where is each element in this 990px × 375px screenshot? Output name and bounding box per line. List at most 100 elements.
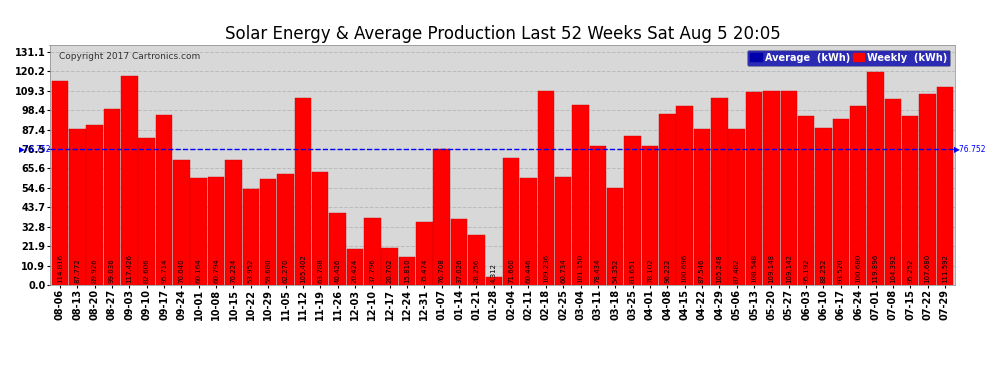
Text: ▶76.752: ▶76.752: [953, 144, 986, 153]
Bar: [590, 146, 606, 285]
Text: 108.548: 108.548: [751, 254, 757, 283]
Text: 109.236: 109.236: [543, 254, 548, 283]
Text: 88.252: 88.252: [821, 259, 827, 283]
Bar: [277, 174, 294, 285]
Bar: [763, 91, 780, 285]
Text: 87.772: 87.772: [74, 259, 80, 283]
Text: 117.426: 117.426: [127, 254, 133, 283]
Bar: [642, 146, 658, 285]
Bar: [833, 119, 849, 285]
Text: 114.816: 114.816: [56, 254, 63, 283]
Bar: [364, 218, 380, 285]
Bar: [711, 98, 728, 285]
Bar: [434, 148, 449, 285]
Bar: [173, 160, 190, 285]
Bar: [538, 91, 554, 285]
Text: 60.164: 60.164: [196, 259, 202, 283]
Text: Copyright 2017 Cartronics.com: Copyright 2017 Cartronics.com: [58, 52, 200, 61]
Bar: [607, 188, 624, 285]
Bar: [885, 99, 901, 285]
Bar: [780, 91, 797, 285]
Text: 82.606: 82.606: [144, 259, 149, 283]
Bar: [503, 158, 520, 285]
Text: 4.312: 4.312: [491, 263, 497, 283]
Text: 105.248: 105.248: [717, 254, 723, 283]
Text: 104.392: 104.392: [890, 254, 896, 283]
Text: 100.680: 100.680: [855, 254, 861, 283]
Text: 87.546: 87.546: [699, 259, 705, 283]
Bar: [416, 222, 433, 285]
Bar: [815, 128, 832, 285]
Legend: Average  (kWh), Weekly  (kWh): Average (kWh), Weekly (kWh): [747, 50, 950, 66]
Bar: [520, 177, 537, 285]
Bar: [225, 160, 242, 285]
Bar: [139, 138, 154, 285]
Bar: [450, 219, 467, 285]
Bar: [346, 249, 363, 285]
Bar: [86, 125, 103, 285]
Text: 109.148: 109.148: [768, 254, 774, 283]
Bar: [625, 136, 641, 285]
Bar: [243, 189, 259, 285]
Bar: [399, 257, 415, 285]
Text: 89.926: 89.926: [92, 259, 98, 283]
Text: 78.102: 78.102: [646, 259, 653, 283]
Bar: [190, 178, 207, 285]
Bar: [485, 278, 502, 285]
Bar: [867, 72, 884, 285]
Bar: [694, 129, 710, 285]
Bar: [155, 115, 172, 285]
Text: 15.810: 15.810: [404, 259, 410, 283]
Text: 95.192: 95.192: [803, 259, 809, 283]
Bar: [468, 235, 485, 285]
Bar: [798, 116, 815, 285]
Bar: [745, 92, 762, 285]
Bar: [381, 248, 398, 285]
Bar: [312, 172, 329, 285]
Text: 60.734: 60.734: [560, 259, 566, 283]
Title: Solar Energy & Average Production Last 52 Weeks Sat Aug 5 20:05: Solar Energy & Average Production Last 5…: [225, 26, 780, 44]
Text: 70.224: 70.224: [231, 259, 237, 283]
Bar: [69, 129, 85, 285]
Text: 111.592: 111.592: [941, 254, 948, 283]
Text: 76.708: 76.708: [439, 258, 445, 283]
Bar: [572, 105, 589, 285]
Bar: [51, 81, 68, 285]
Text: 28.256: 28.256: [473, 259, 479, 283]
Text: 20.424: 20.424: [351, 259, 358, 283]
Text: 99.036: 99.036: [109, 258, 115, 283]
Text: 95.252: 95.252: [907, 259, 913, 283]
Text: 95.714: 95.714: [161, 259, 167, 283]
Bar: [729, 129, 744, 285]
Bar: [295, 98, 311, 285]
Text: 37.796: 37.796: [369, 258, 375, 283]
Text: 78.434: 78.434: [595, 259, 601, 283]
Bar: [260, 179, 276, 285]
Text: 20.702: 20.702: [387, 259, 393, 283]
Text: 119.896: 119.896: [872, 254, 878, 283]
Bar: [208, 177, 225, 285]
Bar: [659, 114, 675, 285]
Bar: [104, 109, 120, 285]
Text: 60.794: 60.794: [213, 259, 219, 283]
Bar: [121, 76, 138, 285]
Bar: [920, 94, 936, 285]
Text: 35.474: 35.474: [422, 259, 428, 283]
Text: ▶76.752: ▶76.752: [19, 144, 51, 153]
Bar: [676, 106, 693, 285]
Text: 71.660: 71.660: [508, 258, 514, 283]
Text: 109.142: 109.142: [786, 254, 792, 283]
Text: 105.402: 105.402: [300, 254, 306, 283]
Text: 40.426: 40.426: [335, 259, 341, 283]
Bar: [330, 213, 346, 285]
Bar: [937, 87, 953, 285]
Text: 63.788: 63.788: [317, 258, 323, 283]
Text: 59.680: 59.680: [265, 259, 271, 283]
Text: 54.352: 54.352: [612, 259, 618, 283]
Text: 62.270: 62.270: [282, 259, 288, 283]
Text: 96.222: 96.222: [664, 259, 670, 283]
Text: 53.952: 53.952: [248, 259, 253, 283]
Bar: [555, 177, 571, 285]
Text: 37.026: 37.026: [456, 259, 462, 283]
Text: 100.696: 100.696: [682, 254, 688, 283]
